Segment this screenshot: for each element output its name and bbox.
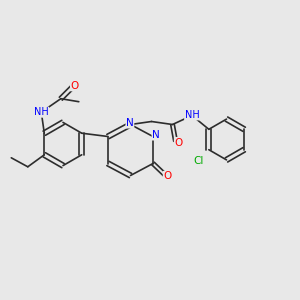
Text: NH: NH xyxy=(184,110,200,120)
Text: O: O xyxy=(163,171,172,182)
Text: N: N xyxy=(126,118,134,128)
Text: Cl: Cl xyxy=(194,156,204,166)
Text: N: N xyxy=(152,130,160,140)
Text: O: O xyxy=(70,81,79,91)
Text: O: O xyxy=(174,137,183,148)
Text: NH: NH xyxy=(34,107,49,117)
